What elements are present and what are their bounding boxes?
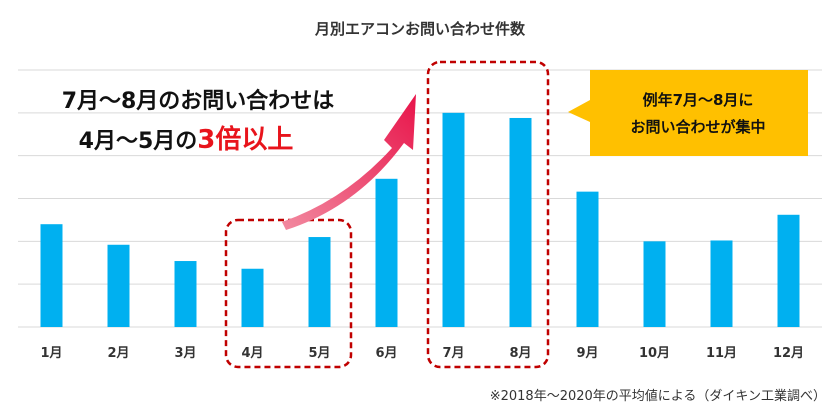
x-tick-label: 9月	[576, 346, 598, 361]
bar-4	[241, 268, 264, 327]
x-tick-labels: 1月 2月 3月 4月 5月 6月 7月 8月 9月 10月 11月 12月	[40, 346, 804, 361]
callout-left-line2: 4月～5月の3倍以上	[79, 124, 294, 155]
x-tick-label: 11月	[706, 346, 737, 361]
callout-right-box	[568, 70, 808, 156]
bar-12	[777, 214, 800, 327]
bar-8	[509, 117, 532, 328]
x-tick-label: 1月	[40, 346, 62, 361]
footnote: ※2018年～2020年の平均値による（ダイキン工業調べ）	[490, 388, 826, 404]
bar-2	[107, 244, 130, 327]
callout-right-line1: 例年7月～8月に	[643, 91, 754, 109]
bar-10	[643, 241, 666, 327]
chart-title: 月別エアコンお問い合わせ件数	[314, 20, 526, 38]
callout-left-line1: 7月～8月のお問い合わせは	[62, 88, 335, 114]
bars	[40, 112, 800, 328]
bar-7	[442, 112, 465, 327]
x-tick-label: 7月	[442, 346, 464, 361]
bar-1	[40, 224, 63, 327]
callout-right-line2: お問い合わせが集中	[630, 118, 765, 136]
x-tick-label: 3月	[174, 346, 196, 361]
highlight-box-jul-aug	[426, 60, 550, 369]
x-tick-label: 2月	[107, 346, 129, 361]
bar-3	[174, 261, 197, 327]
x-tick-label: 10月	[639, 346, 670, 361]
x-tick-label: 12月	[773, 346, 804, 361]
callout-left-emphasis: 3倍以上	[197, 124, 293, 155]
gridlines	[18, 69, 822, 328]
x-tick-label: 8月	[509, 346, 531, 361]
bar-5	[308, 237, 331, 327]
bar-11	[710, 240, 733, 327]
callout-left-prefix: 4月～5月の	[79, 129, 198, 154]
x-tick-label: 4月	[241, 346, 263, 361]
x-tick-label: 5月	[308, 346, 330, 361]
bar-9	[576, 191, 599, 327]
bar-6	[375, 178, 398, 327]
x-tick-label: 6月	[375, 346, 397, 361]
